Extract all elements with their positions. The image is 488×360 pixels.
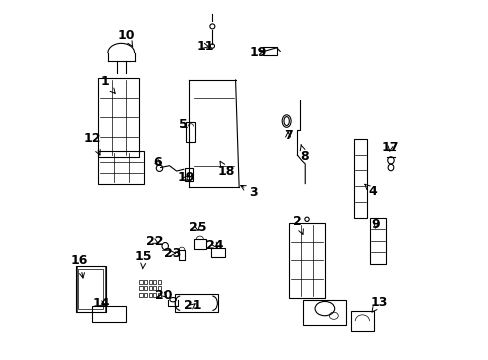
Bar (354, 139, 366, 217)
Bar (194, 239, 205, 249)
Bar (139, 293, 142, 297)
Text: 10: 10 (117, 29, 134, 47)
Bar (350, 311, 373, 331)
Text: 14: 14 (92, 297, 109, 310)
Text: 7: 7 (283, 129, 292, 142)
Text: 3: 3 (240, 185, 257, 199)
Bar (303, 300, 346, 325)
Bar (158, 293, 161, 297)
Text: 15: 15 (135, 250, 152, 269)
Bar (153, 293, 156, 297)
Text: 19: 19 (178, 171, 195, 184)
Text: 2: 2 (292, 215, 303, 234)
Bar (143, 280, 147, 284)
Text: 25: 25 (188, 221, 205, 234)
Bar (92, 306, 125, 322)
Bar (98, 152, 144, 184)
Text: 16: 16 (71, 254, 88, 278)
Text: 4: 4 (364, 184, 376, 198)
Text: 1: 1 (101, 75, 115, 94)
Bar (186, 122, 195, 141)
Bar (148, 293, 151, 297)
Bar (370, 217, 386, 264)
Bar (153, 280, 156, 284)
Text: 11: 11 (196, 40, 214, 53)
Text: 18: 18 (217, 161, 234, 177)
Text: 23: 23 (163, 247, 181, 260)
Bar (185, 168, 193, 181)
Bar (175, 294, 217, 312)
Text: 24: 24 (206, 239, 224, 252)
Bar (78, 269, 103, 309)
Bar (179, 250, 185, 260)
Text: 6: 6 (153, 156, 162, 169)
Bar (263, 47, 277, 55)
Text: 9: 9 (371, 218, 380, 231)
Text: 13: 13 (370, 296, 387, 312)
Bar (148, 280, 151, 284)
Text: 21: 21 (183, 299, 201, 312)
Bar (288, 223, 324, 298)
Bar (139, 280, 142, 284)
Text: 12: 12 (84, 132, 101, 155)
Text: 17: 17 (381, 141, 398, 154)
Bar (139, 286, 142, 291)
Text: 8: 8 (300, 145, 308, 163)
Text: 19: 19 (249, 46, 266, 59)
Bar (158, 286, 161, 291)
Text: 22: 22 (145, 235, 163, 248)
Bar (210, 248, 224, 257)
Bar (143, 293, 147, 297)
Text: 20: 20 (155, 288, 173, 302)
Bar (76, 266, 106, 312)
Bar (153, 286, 156, 291)
Bar (158, 280, 161, 284)
Bar (143, 286, 147, 291)
Bar (148, 286, 151, 291)
Text: 5: 5 (178, 118, 187, 131)
Bar (98, 78, 139, 157)
